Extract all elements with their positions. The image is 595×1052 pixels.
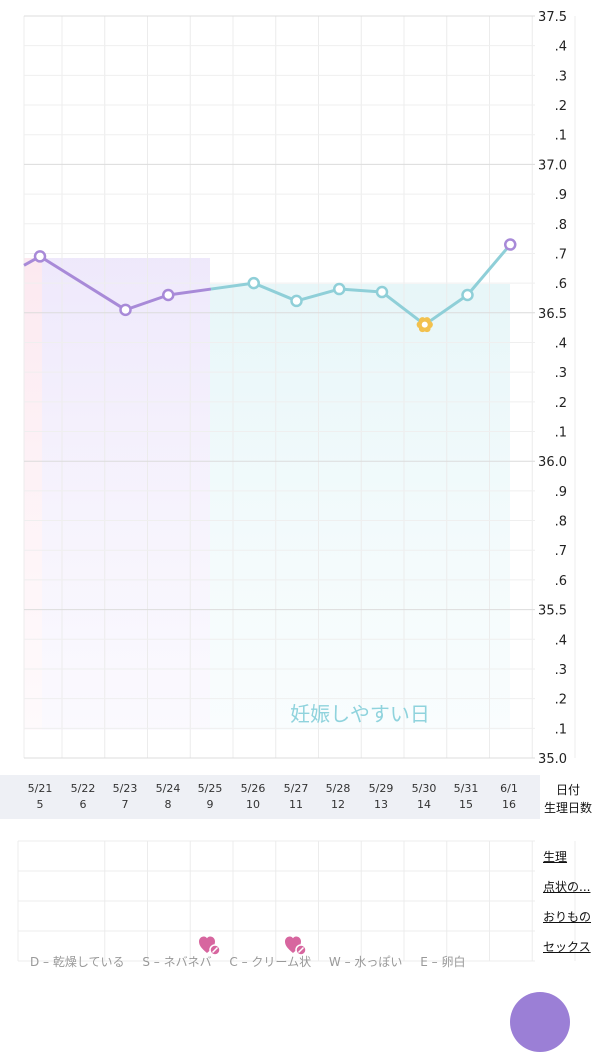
series-line-segment: [168, 287, 212, 297]
series-line-segment: [210, 281, 254, 291]
data-point: [119, 303, 132, 317]
add-entry-button[interactable]: [510, 992, 570, 1052]
data-point: [247, 276, 260, 290]
heart-icon[interactable]: [199, 936, 221, 956]
observation-grid: [17, 840, 576, 962]
date-cell[interactable]: 5/28 12: [325, 782, 351, 811]
y-tick-label: .9: [555, 188, 567, 203]
data-point: [375, 285, 389, 299]
data-point: [461, 288, 474, 302]
y-tick-label: 36.0: [538, 455, 567, 470]
temperature-chart: 37.5 .4 .3 .2 .1 37.0 .9 .8 .7 .6 36.5 .4 .3 .2 .1 36.0…: [23, 10, 576, 767]
series-line-segment: [125, 293, 169, 312]
y-tick-label: 35.5: [538, 604, 567, 619]
mucus-legend: D – 乾燥している S – ネバネバ C – クリーム状 W – 水っぽい E…: [30, 953, 479, 970]
data-point: [504, 238, 517, 251]
cycle-day-row-label: 生理日数: [544, 801, 593, 815]
low-phase-fill: [42, 258, 210, 730]
date-cell[interactable]: 5/29 13: [368, 782, 394, 811]
row-label-discharge[interactable]: おりもの: [543, 910, 592, 924]
date-cell[interactable]: 5/26 10: [240, 782, 266, 811]
y-tick-label: .3: [555, 663, 567, 678]
row-label-spotting[interactable]: 点状の...: [543, 880, 591, 894]
y-tick-label: .3: [555, 69, 567, 84]
series-line-segment: [466, 243, 512, 296]
legend-item: E – 卵白: [420, 955, 466, 969]
y-tick-label: 35.0: [538, 752, 567, 767]
legend-item: S – ネバネバ: [142, 955, 212, 969]
y-tick-label: .9: [555, 485, 567, 500]
date-cell[interactable]: 5/23 7: [112, 782, 138, 811]
legend-item: D – 乾燥している: [30, 955, 125, 969]
date-row-label: 日付: [556, 783, 581, 797]
y-tick-label: .1: [555, 129, 567, 144]
series-line-segment: [423, 293, 469, 326]
series-line-segment: [296, 287, 340, 303]
y-tick-label: .6: [555, 574, 567, 589]
date-strip: 5/21 5 5/22 6 5/23 7 5/24 8 5/25 9 5/26 10 5/2…: [0, 775, 595, 819]
period-phase-fill: [24, 258, 42, 730]
high-phase-fill: [210, 284, 510, 730]
ovulation-marker-icon: [416, 317, 433, 333]
y-tick-label: .4: [555, 633, 567, 648]
y-tick-label: 37.5: [538, 10, 567, 25]
date-cell[interactable]: 6/1 16: [500, 782, 518, 811]
date-cell[interactable]: 5/30 14: [411, 782, 437, 811]
data-point: [33, 250, 47, 263]
y-tick-label: .1: [555, 426, 567, 441]
date-strip-background: [0, 775, 540, 819]
y-tick-label: .4: [555, 40, 567, 55]
row-label-period[interactable]: 生理: [543, 850, 568, 864]
date-cell[interactable]: 5/22 6: [70, 782, 96, 811]
y-tick-label: .1: [555, 722, 567, 737]
y-tick-label: .2: [555, 99, 567, 114]
data-point: [290, 294, 303, 308]
series-line-segment: [39, 255, 127, 312]
series-line-segment: [253, 281, 298, 303]
date-cell[interactable]: 5/25 9: [197, 782, 223, 811]
series-line-segment: [339, 287, 383, 294]
date-cell[interactable]: 5/21 5: [27, 782, 53, 811]
row-label-sex[interactable]: セックス: [543, 940, 591, 954]
y-tick-label: 36.5: [538, 307, 567, 322]
fertile-window-label: 妊娠しやすい日: [290, 702, 430, 726]
date-cell[interactable]: 5/24 8: [155, 782, 181, 811]
y-tick-label: 37.0: [538, 158, 567, 173]
date-cell[interactable]: 5/27 11: [283, 782, 309, 811]
y-tick-label: .4: [555, 336, 567, 351]
heart-icon[interactable]: [285, 936, 307, 956]
series-line-segment: [381, 290, 426, 326]
data-point: [162, 288, 175, 302]
data-point: [333, 282, 346, 296]
y-tick-label: .2: [555, 693, 567, 708]
y-tick-label: .3: [555, 366, 567, 381]
y-tick-label: .7: [555, 247, 567, 262]
date-cell[interactable]: 5/31 15: [453, 782, 479, 811]
y-tick-label: .8: [555, 515, 567, 530]
y-tick-label: .2: [555, 396, 567, 411]
y-tick-label: .8: [555, 218, 567, 233]
y-tick-label: .6: [555, 277, 567, 292]
y-tick-label: .7: [555, 544, 567, 559]
legend-item: W – 水っぽい: [328, 955, 403, 969]
legend-item: C – クリーム状: [229, 955, 312, 969]
